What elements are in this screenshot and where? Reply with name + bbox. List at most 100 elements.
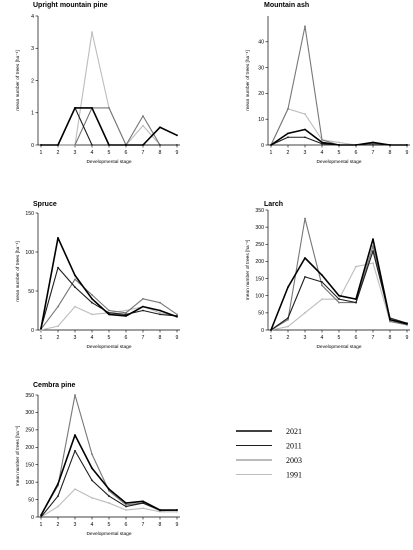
data-point-2021	[321, 141, 323, 144]
data-point-2021	[108, 313, 110, 316]
y-tick-label: 0	[31, 328, 34, 334]
x-tick-label: 1	[40, 522, 43, 528]
data-point-1991	[125, 309, 127, 312]
y-tick-label: 150	[25, 463, 34, 469]
data-point-2011	[91, 144, 93, 146]
legend-entry-2011: 2011	[236, 442, 302, 451]
data-point-2021	[125, 315, 127, 317]
data-point-2003	[108, 309, 110, 312]
x-tick-label: 1	[40, 150, 43, 156]
data-point-2021	[91, 297, 93, 300]
data-point-2003	[142, 115, 144, 117]
data-point-2003	[321, 284, 323, 287]
panel-3: Spruce 0 50 100 150 1 2 3 4 5 6 7 8 9 Developmental st…	[15, 201, 180, 350]
y-tick-label: 350	[25, 393, 34, 399]
x-tick-label: 7	[142, 150, 145, 156]
x-tick-label: 4	[91, 522, 94, 528]
data-point-1991	[338, 141, 340, 144]
x-tick-label: 5	[108, 150, 111, 156]
data-point-2011	[159, 144, 161, 146]
data-point-2021	[74, 274, 76, 277]
series-line-2003	[270, 25, 407, 146]
y-tick-label: 4	[31, 14, 34, 20]
series-line-1991	[41, 31, 177, 146]
y-tick-label: 300	[255, 225, 264, 231]
data-point-2003	[91, 294, 93, 296]
x-axis-label: Developmental stage	[316, 159, 361, 165]
data-point-1991	[355, 265, 357, 268]
x-axis-label: Developmental stage	[316, 344, 361, 350]
data-point-2021	[74, 107, 76, 109]
data-point-2021	[125, 502, 127, 504]
data-point-2021	[389, 318, 391, 321]
data-point-2003	[287, 107, 289, 110]
x-tick-label: 6	[125, 335, 128, 341]
data-point-1991	[74, 305, 76, 308]
y-tick-label: 100	[255, 294, 264, 300]
data-point-1991	[108, 502, 110, 504]
data-point-2021	[91, 467, 93, 470]
data-point-2021	[287, 132, 289, 135]
data-point-2011	[355, 301, 357, 304]
legend-label: 2011	[286, 442, 302, 451]
data-point-1991	[287, 325, 289, 328]
x-tick-label: 8	[389, 150, 392, 156]
x-tick-label: 5	[338, 150, 341, 156]
data-point-2003	[74, 394, 76, 396]
y-tick-label: 0	[31, 515, 34, 521]
panel-title: Spruce	[33, 201, 57, 208]
legend: 2021 2011 2003 1991	[236, 427, 302, 480]
data-point-1991	[142, 124, 144, 127]
x-tick-label: 6	[125, 150, 128, 156]
y-axis-label: mean number of trees [ha⁻¹]	[245, 240, 251, 300]
x-tick-label: 8	[389, 335, 392, 341]
data-point-2021	[176, 134, 178, 137]
data-point-1991	[57, 505, 59, 508]
x-tick-label: 1	[270, 150, 273, 156]
x-tick-label: 9	[406, 335, 409, 341]
data-point-2011	[57, 495, 59, 497]
data-point-2021	[372, 238, 374, 241]
x-tick-label: 6	[355, 150, 358, 156]
data-point-2021	[57, 144, 59, 146]
data-point-2021	[40, 144, 42, 146]
y-tick-label: 250	[25, 428, 34, 434]
data-point-2011	[108, 495, 110, 497]
series-line-2011	[40, 267, 178, 329]
data-point-2011	[40, 516, 42, 518]
legend-entry-1991: 1991	[236, 471, 302, 480]
data-point-2003	[57, 305, 59, 308]
x-tick-label: 5	[338, 335, 341, 341]
y-tick-label: 1	[31, 111, 34, 117]
data-point-2021	[321, 274, 323, 277]
data-point-2021	[142, 305, 144, 308]
legend-entry-2003: 2003	[236, 456, 302, 465]
data-point-2003	[108, 107, 110, 109]
series-line-2003	[270, 218, 408, 331]
data-point-2011	[372, 144, 374, 146]
y-axis-label: mean number of trees [ha⁻¹]	[15, 50, 21, 110]
series-line-1991	[270, 108, 407, 146]
x-tick-label: 2	[57, 335, 60, 341]
x-tick-label: 8	[159, 150, 162, 156]
x-tick-label: 3	[304, 150, 307, 156]
data-point-2021	[304, 128, 306, 131]
data-point-1991	[372, 262, 374, 265]
data-point-2021	[57, 482, 59, 485]
series-line-2011	[40, 450, 177, 518]
y-tick-label: 50	[28, 289, 34, 295]
data-point-2011	[338, 298, 340, 301]
panel-title: Cembra pine	[33, 382, 76, 389]
x-tick-label: 7	[142, 522, 145, 528]
x-tick-label: 2	[57, 150, 60, 156]
data-point-2003	[304, 25, 306, 28]
data-point-1991	[304, 311, 306, 314]
panel-title: Mountain ash	[264, 2, 309, 9]
legend-entry-2021: 2021	[236, 427, 302, 436]
y-tick-label: 30	[258, 65, 264, 71]
data-point-1991	[159, 311, 161, 314]
x-tick-label: 4	[91, 335, 94, 341]
data-point-2011	[287, 136, 289, 139]
